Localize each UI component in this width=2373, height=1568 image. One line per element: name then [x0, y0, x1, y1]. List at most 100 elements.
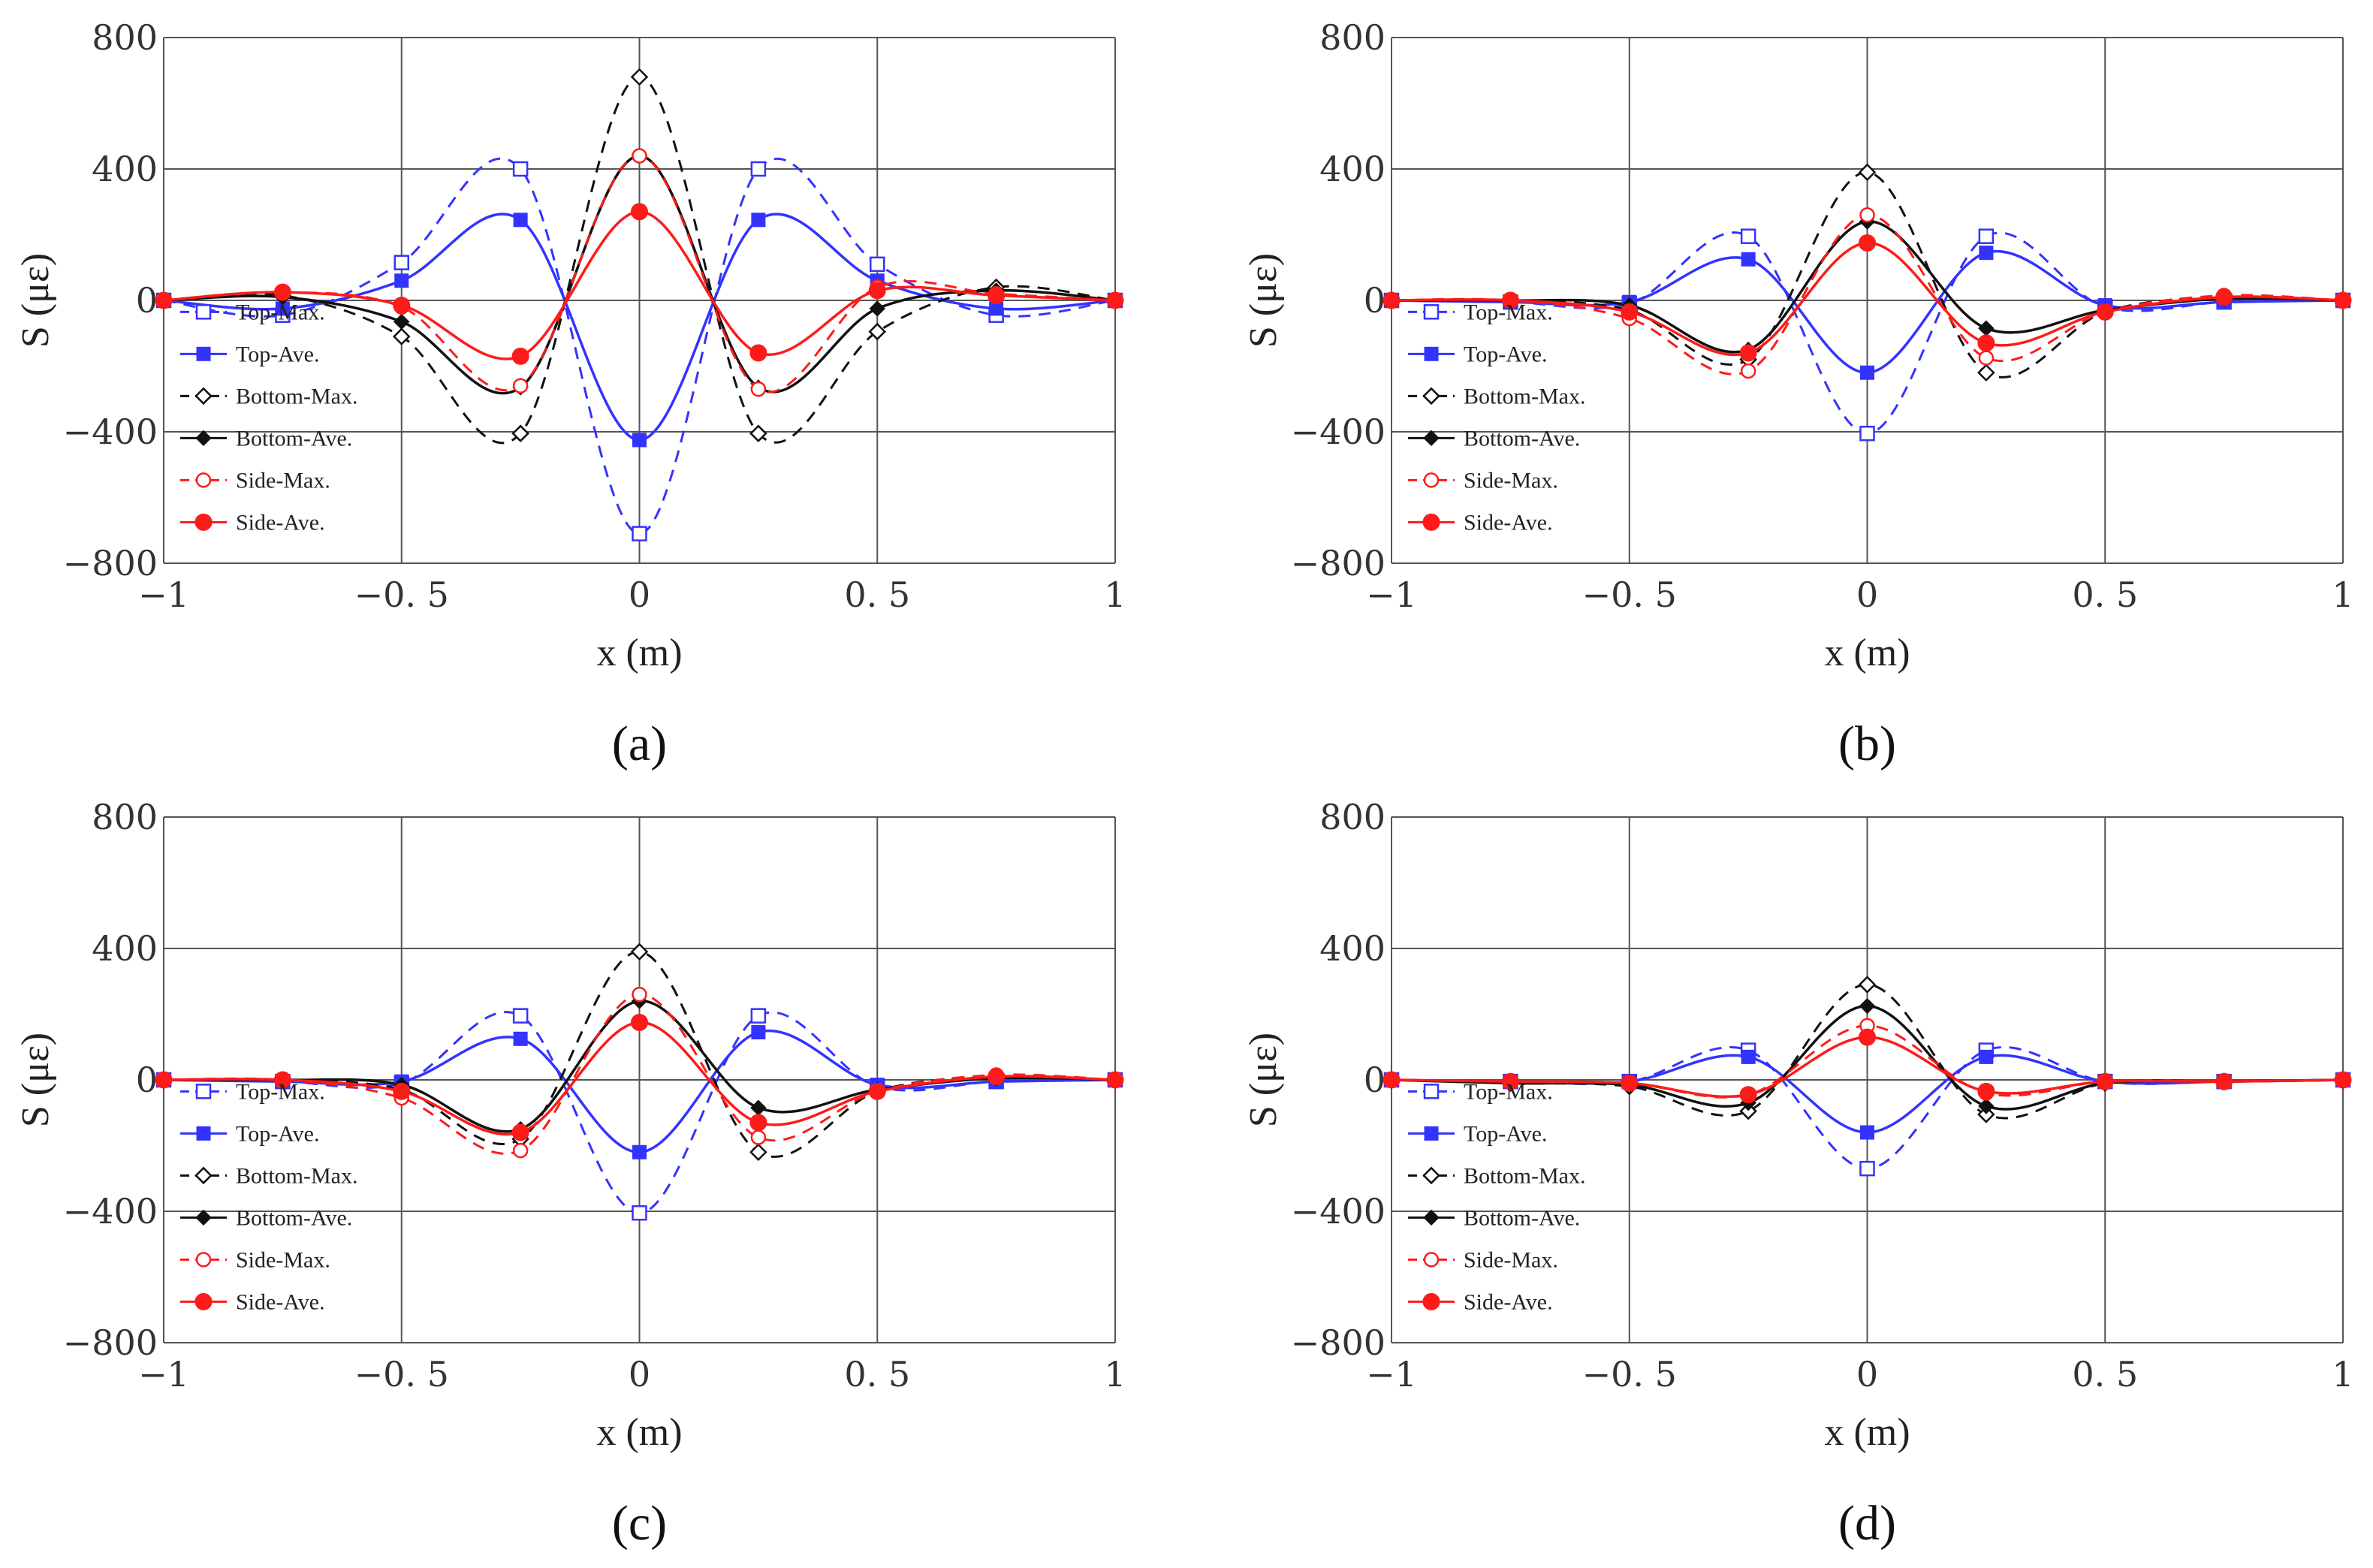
- y-axis-label: S (με): [14, 253, 57, 348]
- y-tick-label: −400: [1291, 1191, 1386, 1232]
- legend-marker: [1423, 304, 1440, 320]
- legend-entry: Side-Ave.: [1464, 510, 1553, 535]
- panel-a: −1 −0. 5 0 0. 5 1 800 400 0 −400 −800 x (m) S (με) T…: [14, 17, 1126, 771]
- legend-entry: Bottom-Max.: [236, 1163, 358, 1188]
- data-point: [1501, 1072, 1519, 1090]
- x-tick-label: 0. 5: [844, 574, 910, 615]
- legend-entry: Bottom-Ave.: [236, 426, 352, 451]
- data-point: [513, 213, 528, 228]
- data-point: [1859, 234, 1876, 252]
- data-point: [749, 1143, 767, 1162]
- data-point: [2334, 291, 2352, 309]
- data-point: [1859, 207, 1875, 223]
- legend-entry: Top-Max.: [236, 1079, 325, 1104]
- legend-marker: [195, 430, 212, 447]
- panel-d: −1 −0. 5 0 0. 5 1 800 400 0 −400 −800 x (m) S (με) T…: [1242, 797, 2354, 1551]
- data-point: [749, 344, 767, 362]
- data-point: [632, 1144, 647, 1159]
- data-point: [987, 286, 1006, 304]
- data-point: [1978, 228, 1995, 244]
- data-point: [511, 424, 529, 442]
- y-tick-label: −400: [1291, 412, 1386, 452]
- data-point: [1859, 997, 1876, 1015]
- y-tick-label: 0: [136, 1060, 158, 1100]
- data-point: [1739, 1102, 1757, 1120]
- data-point: [1860, 365, 1874, 380]
- data-point: [2215, 1072, 2233, 1090]
- series-line-top-max-: [163, 157, 1116, 535]
- data-point: [869, 300, 885, 317]
- y-tick-label: −800: [63, 543, 158, 583]
- legend-entry: Top-Ave.: [1464, 342, 1547, 366]
- data-point: [1106, 1071, 1124, 1089]
- data-point: [1978, 1098, 1995, 1114]
- data-point: [750, 1008, 767, 1024]
- data-point: [511, 1123, 529, 1141]
- panel-label: (d): [1838, 1496, 1896, 1551]
- legend-entry: Bottom-Max.: [1464, 1163, 1586, 1188]
- x-axis-label: x (m): [596, 632, 682, 674]
- legend-marker: [194, 1166, 213, 1185]
- data-point: [1106, 291, 1124, 309]
- data-point: [392, 327, 411, 345]
- data-point: [1859, 1028, 1876, 1046]
- legend-marker: [195, 472, 212, 488]
- legend-marker: [196, 346, 211, 361]
- data-point: [751, 213, 766, 228]
- data-point: [750, 381, 767, 397]
- data-point: [394, 273, 409, 288]
- data-point: [750, 1129, 767, 1145]
- data-point: [1977, 334, 1995, 352]
- data-point: [155, 1071, 173, 1089]
- data-point: [1501, 291, 1519, 309]
- y-tick-label: 0: [136, 280, 158, 321]
- data-point: [749, 1114, 767, 1132]
- data-point: [1859, 425, 1875, 442]
- data-point: [987, 1068, 1006, 1086]
- x-tick-label: 1: [1104, 574, 1126, 615]
- legend-marker: [1424, 346, 1439, 361]
- y-tick-label: 800: [1319, 797, 1386, 837]
- legend-marker: [194, 1292, 213, 1310]
- x-tick-label: 0: [1856, 1354, 1878, 1395]
- data-point: [512, 1008, 529, 1024]
- data-point: [631, 203, 648, 221]
- data-point: [749, 424, 767, 442]
- y-tick-label: 800: [1319, 17, 1386, 58]
- data-point: [512, 378, 529, 394]
- y-tick-label: −800: [1291, 1322, 1386, 1363]
- x-tick-label: 0: [629, 1354, 650, 1395]
- data-point: [1979, 246, 1994, 261]
- data-point: [512, 1142, 529, 1159]
- data-point: [870, 256, 885, 273]
- y-axis-label: S (με): [1242, 1033, 1285, 1127]
- data-point: [632, 526, 647, 541]
- data-point: [393, 1082, 411, 1100]
- data-point: [1382, 1071, 1401, 1089]
- data-point: [631, 1013, 648, 1031]
- y-tick-label: 400: [1319, 928, 1386, 969]
- data-point: [1741, 252, 1756, 267]
- data-point: [1382, 291, 1401, 309]
- data-point: [868, 282, 886, 300]
- data-point: [1858, 975, 1877, 994]
- y-tick-label: 400: [92, 149, 158, 189]
- data-point: [2096, 303, 2114, 321]
- data-point: [632, 433, 647, 448]
- legend-marker: [1422, 387, 1440, 406]
- x-tick-label: −0. 5: [354, 574, 449, 615]
- data-point: [632, 987, 647, 1003]
- data-point: [630, 942, 649, 961]
- data-point: [630, 68, 649, 86]
- x-tick-label: 0: [1856, 574, 1878, 615]
- data-point: [393, 297, 411, 315]
- data-point: [2096, 1072, 2114, 1090]
- data-point: [1977, 1105, 1995, 1123]
- legend-marker: [1422, 1292, 1440, 1310]
- legend-entry: Bottom-Ave.: [236, 1205, 352, 1230]
- x-tick-label: 0. 5: [2072, 574, 2138, 615]
- panel-label: (a): [612, 716, 667, 771]
- data-point: [1977, 363, 1995, 382]
- panel-c: −1 −0. 5 0 0. 5 1 800 400 0 −400 −800 x (m) S (με) T…: [14, 797, 1126, 1551]
